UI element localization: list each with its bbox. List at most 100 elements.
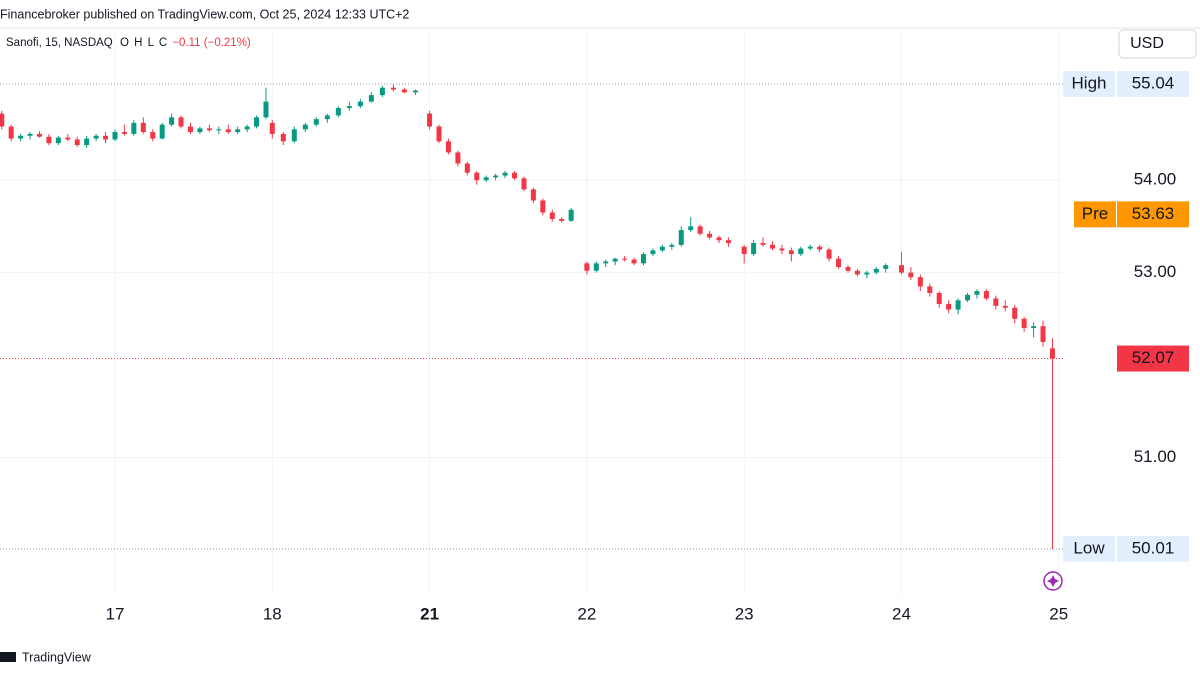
c-label: C: [159, 37, 167, 49]
candle-body: [55, 137, 61, 144]
x-tick-label: 18: [263, 604, 282, 623]
candle-body: [817, 246, 823, 250]
candle-body: [379, 87, 385, 96]
candle-body: [622, 258, 628, 260]
candle-body: [427, 113, 433, 127]
x-tick-label: 21: [420, 604, 439, 623]
candle-body: [854, 270, 860, 275]
candle-body: [235, 129, 241, 133]
event-star: [1047, 575, 1059, 587]
candle-body: [521, 178, 527, 190]
candle-body: [936, 292, 942, 305]
y-tick-label: 53.00: [1134, 262, 1177, 281]
candle-body: [640, 254, 646, 264]
candle-body: [769, 244, 775, 249]
candle-body: [974, 291, 980, 295]
x-tick-label: 25: [1049, 604, 1068, 623]
logo: [0, 652, 16, 662]
candle-body: [254, 117, 260, 127]
currency[interactable]: USD: [1130, 35, 1164, 52]
candle-body: [401, 89, 407, 93]
candle-body: [269, 122, 275, 134]
candle-body: [140, 122, 146, 133]
candle-body: [493, 175, 499, 178]
price-tag-label: High: [1072, 74, 1107, 93]
candle-body: [483, 177, 489, 181]
candle-body: [187, 126, 193, 133]
candle-body: [197, 128, 203, 133]
price-tag-label-box: [1074, 201, 1116, 228]
publisher: Financebroker published on TradingView.c…: [0, 7, 409, 21]
candle-body: [788, 250, 794, 255]
candle-body: [741, 246, 747, 255]
candle-body: [436, 126, 442, 142]
symbol: Sanofi, 15, NASDAQ: [6, 37, 113, 49]
candle-body: [0, 113, 5, 127]
price-tag-label: Pre: [1082, 204, 1108, 223]
candle-body: [697, 226, 703, 234]
candle-body: [751, 243, 757, 255]
candle-body: [927, 286, 933, 293]
candle-body: [280, 133, 286, 142]
candle-body: [826, 249, 832, 259]
candle-body: [568, 209, 574, 221]
candle-body: [65, 137, 71, 140]
candle-body: [455, 152, 461, 164]
x-tick-label: 22: [577, 604, 596, 623]
candle-body: [263, 101, 269, 118]
candle-body: [650, 250, 656, 255]
candle-body: [313, 119, 319, 125]
candle-body: [357, 101, 363, 107]
candle-body: [549, 212, 555, 219]
price-tag-box: [1117, 535, 1189, 562]
candle-body: [908, 272, 914, 278]
footer-brand: TradingView: [22, 650, 92, 664]
candle-body: [612, 258, 618, 262]
change: −0.11 (−0.21%): [172, 37, 251, 49]
candle-body: [502, 172, 508, 176]
candle-body: [46, 136, 52, 144]
candle-body: [159, 124, 165, 139]
y-tick-label: 51.00: [1134, 447, 1177, 466]
candle-body: [18, 135, 24, 139]
candle-body: [807, 246, 813, 249]
legend-line: Sanofi, 15, NASDAQ O H L C −0.11 (−0.21%…: [6, 37, 251, 49]
price-tag-value: 53.63: [1132, 204, 1175, 223]
candle-body: [169, 117, 175, 125]
candle-body: [946, 304, 952, 310]
candle-body: [955, 300, 961, 310]
candle-body: [798, 248, 804, 255]
h-label: H: [134, 37, 142, 49]
candle-body: [390, 87, 396, 90]
candle-body: [1021, 318, 1027, 329]
candle-body: [1031, 326, 1037, 329]
candle-body: [346, 106, 352, 109]
candle-body: [845, 267, 851, 271]
x-tick-label: 17: [106, 604, 125, 623]
candle-body: [779, 248, 785, 251]
price-tag-box: [1117, 201, 1189, 228]
price-tag-label-box: [1063, 71, 1115, 98]
currency-button[interactable]: [1118, 29, 1197, 59]
candle-body: [131, 122, 137, 134]
o-label: O: [120, 37, 129, 49]
candle-body: [631, 259, 637, 264]
candle-body: [335, 108, 341, 116]
y-tick-label: 54.00: [1134, 170, 1177, 189]
candle-body: [121, 132, 127, 134]
candle-body: [216, 129, 222, 131]
x-tick-label: 23: [735, 604, 754, 623]
price-tag-box: [1117, 71, 1189, 98]
candle-body: [1049, 348, 1055, 359]
event-icon[interactable]: [1043, 571, 1063, 591]
candle-body: [864, 272, 870, 275]
candle-body: [103, 135, 109, 140]
l-label: L: [148, 37, 155, 49]
candle-body: [324, 115, 330, 120]
candle-body: [1012, 307, 1018, 319]
candle-body: [873, 268, 879, 273]
candle-body: [368, 95, 374, 102]
candle-body: [512, 172, 518, 179]
price-tag-value: 52.07: [1132, 348, 1175, 367]
